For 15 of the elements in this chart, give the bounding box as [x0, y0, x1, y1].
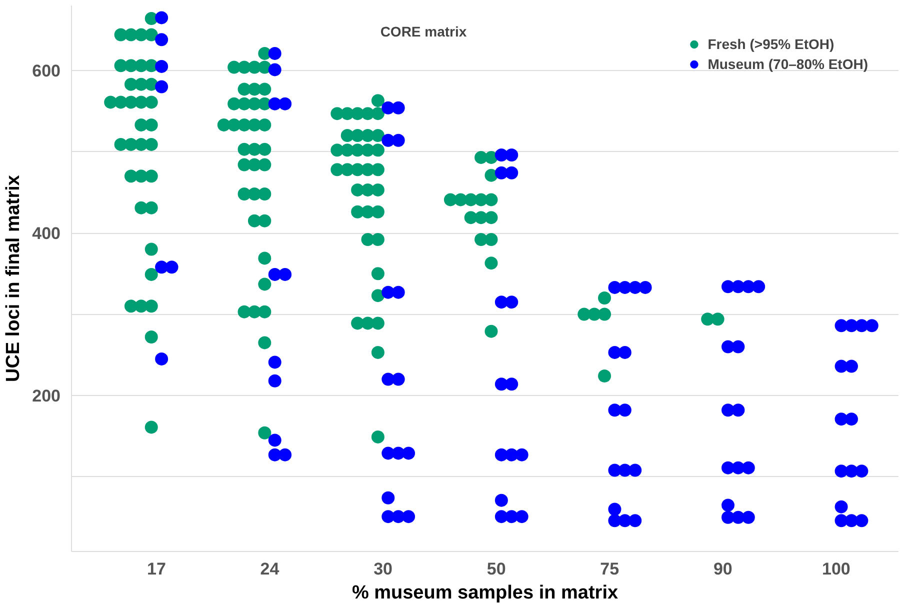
x-tick-label: 24: [260, 560, 280, 578]
legend-label: Museum (70–80% EtOH): [708, 56, 868, 72]
x-axis-title: % museum samples in matrix: [352, 582, 618, 604]
y-tick-label: 200: [32, 386, 61, 406]
y-tick-label: 400: [32, 224, 61, 243]
x-tick-label: 17: [147, 560, 166, 578]
legend-label: Fresh (>95% EtOH): [708, 36, 834, 52]
x-tick-label: 30: [374, 560, 393, 578]
x-tick-label: 50: [486, 560, 506, 578]
y-axis-title: UCE loci in final matrix: [3, 174, 24, 382]
x-tick-label: 90: [713, 560, 732, 578]
x-tick-label: 100: [822, 560, 850, 578]
y-tick-label: 600: [32, 62, 61, 80]
annotation: CORE matrix: [380, 24, 467, 40]
x-tick-label: 75: [600, 560, 620, 578]
